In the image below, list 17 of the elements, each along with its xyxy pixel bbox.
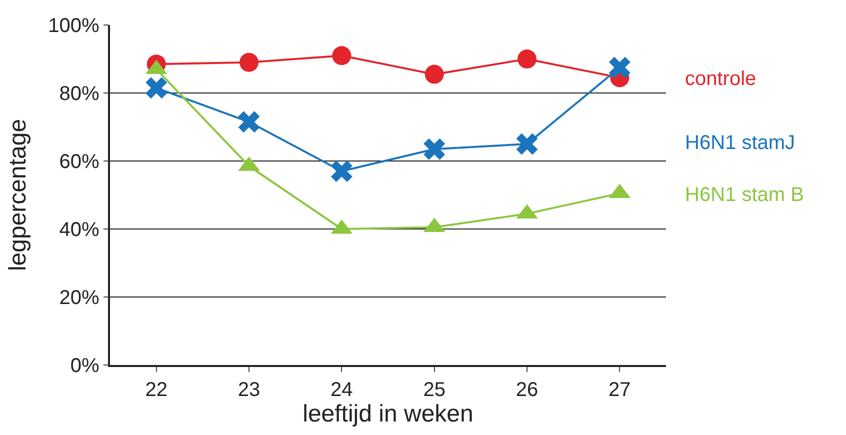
x-tick-label: 27 — [608, 378, 631, 401]
x-tick-label: 22 — [145, 378, 168, 401]
y-tick-label: 0% — [70, 355, 100, 377]
y-tick-label: 60% — [59, 151, 100, 173]
x-tick-label: 26 — [516, 378, 538, 401]
text: controle — [685, 68, 756, 90]
x-tick-label: 23 — [238, 378, 260, 401]
y-tick-label: 80% — [59, 83, 100, 105]
x-tick-label: 25 — [423, 378, 446, 401]
y-tick-label: 100% — [48, 15, 100, 37]
x-tick-label: 24 — [330, 378, 353, 401]
y-tick-label: 20% — [59, 287, 100, 309]
y-tick-label: 40% — [59, 219, 100, 241]
text: H6N1 stamJ — [685, 132, 796, 154]
text: H6N1 stam B — [685, 184, 804, 206]
y-axis-title: legpercentage — [4, 118, 32, 272]
x-axis-title: leeftijd in weken — [302, 400, 474, 428]
